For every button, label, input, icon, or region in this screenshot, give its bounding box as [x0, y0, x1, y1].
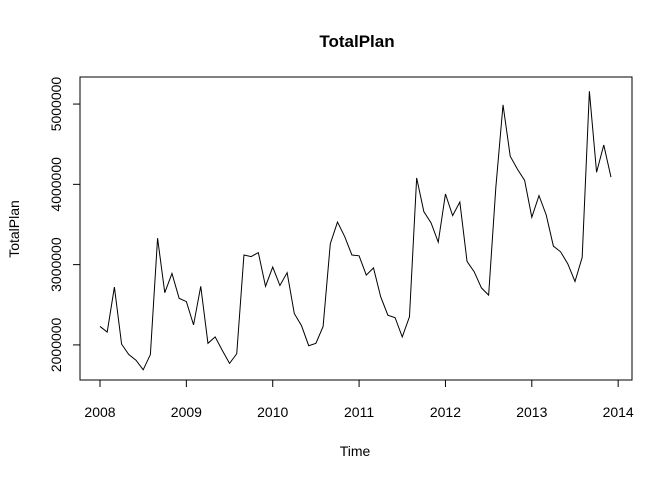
x-tick-label: 2010	[257, 404, 288, 420]
x-tick-label: 2012	[430, 404, 461, 420]
x-axis: 2008 2009 2010 2011 2012 2013 2014	[84, 379, 634, 420]
x-tick-label: 2013	[516, 404, 547, 420]
x-tick-label: 2008	[84, 404, 115, 420]
y-tick-label: 2000000	[48, 317, 64, 372]
y-tick-label: 5000000	[48, 77, 64, 132]
series-line	[99, 91, 612, 371]
x-axis-label: Time	[340, 443, 371, 459]
y-axis: 2000000 3000000 4000000 5000000	[48, 77, 81, 372]
x-tick-label: 2009	[171, 404, 202, 420]
y-axis-label: TotalPlan	[6, 200, 22, 258]
x-tick-label: 2014	[603, 404, 634, 420]
y-tick-label: 3000000	[48, 237, 64, 292]
x-tick-label: 2011	[344, 404, 374, 420]
y-tick-label: 4000000	[48, 157, 64, 212]
chart-title: TotalPlan	[319, 32, 394, 51]
